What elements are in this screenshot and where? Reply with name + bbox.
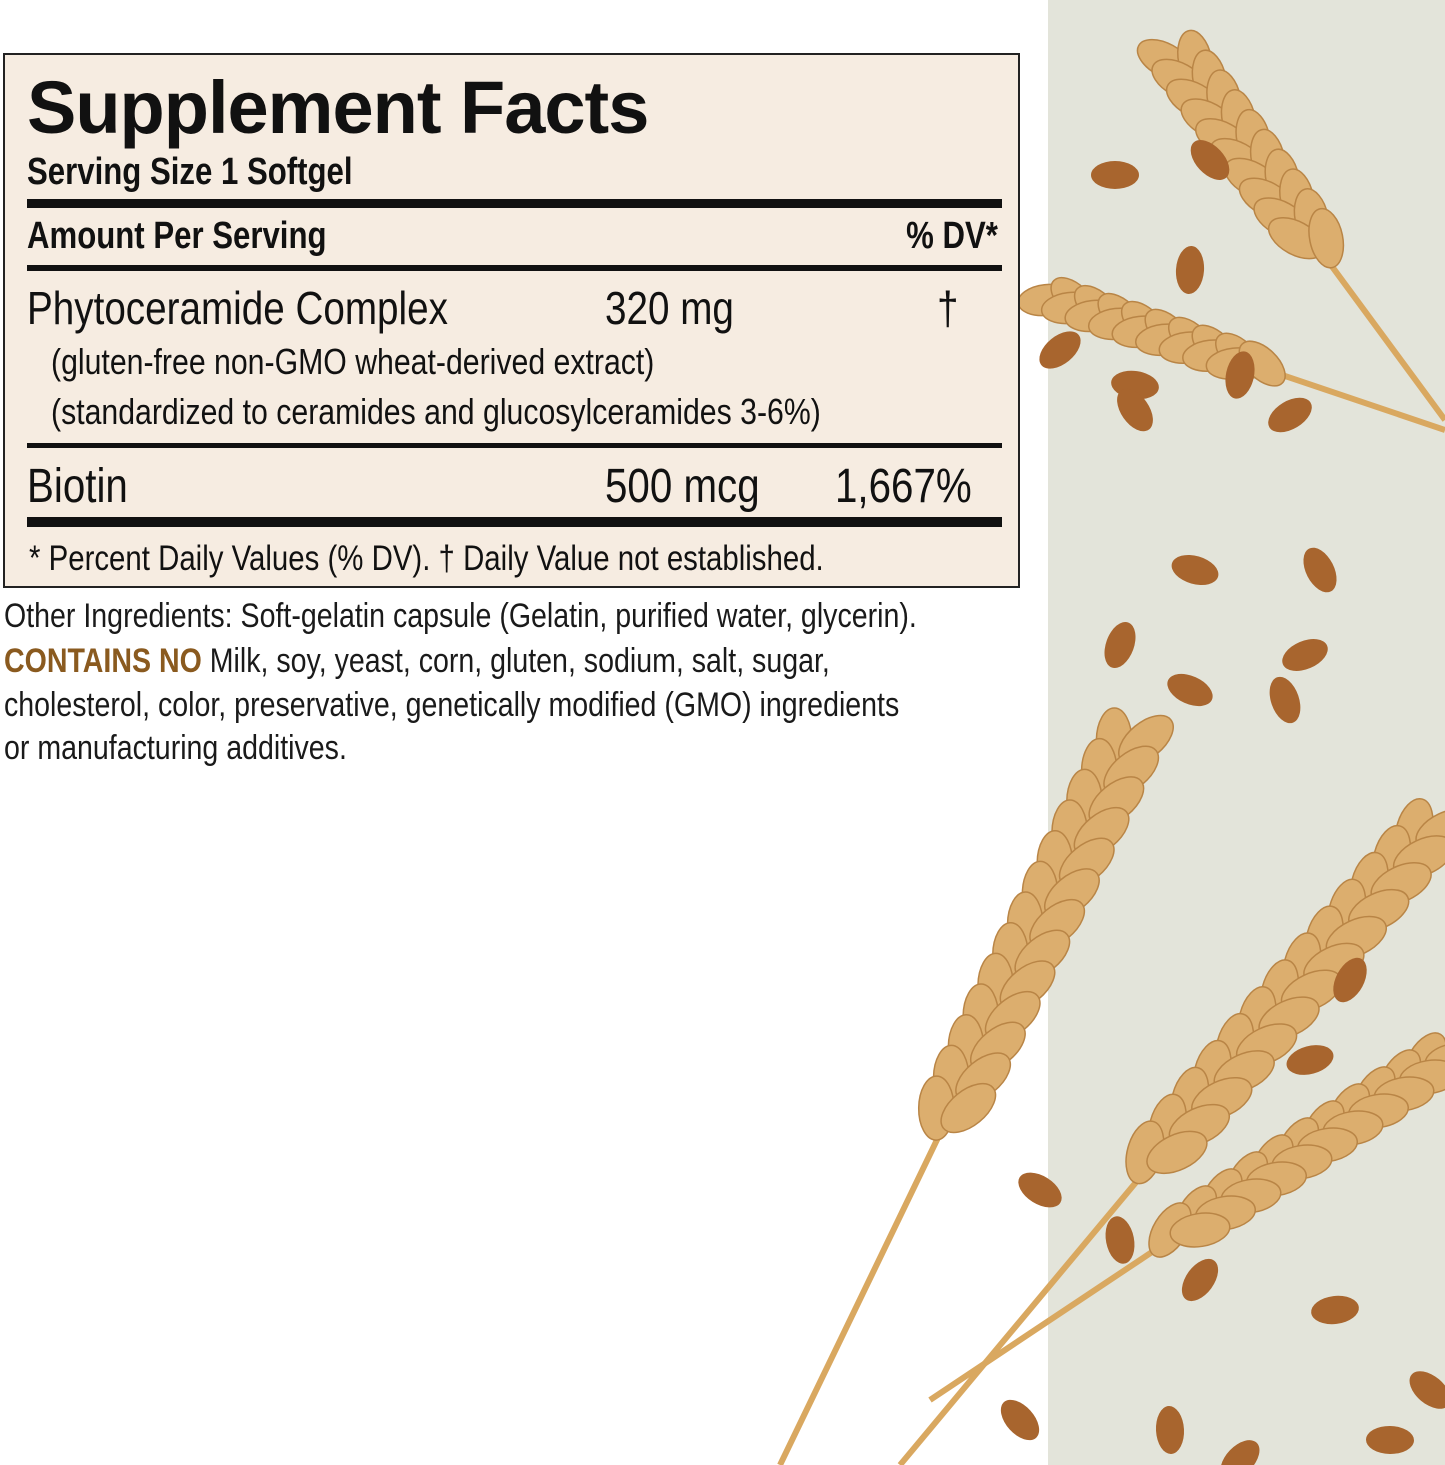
supplement-facts-panel: Supplement Facts Serving Size 1 Softgel … xyxy=(3,53,1020,588)
wheat-grain xyxy=(1190,140,1230,180)
divider xyxy=(27,443,1002,448)
contains-no-label: CONTAINS NO xyxy=(4,642,202,680)
other-ingredients: Other Ingredients: Soft-gelatin capsule … xyxy=(4,597,917,635)
dv-header: % DV* xyxy=(906,215,998,257)
contains-no-line: CONTAINS NO Milk, soy, yeast, corn, glut… xyxy=(4,642,830,681)
wheat-spikelet xyxy=(1146,1130,1208,1175)
serving-size: Serving Size 1 Softgel xyxy=(27,151,353,193)
ingredient-dv: 1,667% xyxy=(835,460,972,513)
wheat-grain xyxy=(1366,1425,1414,1455)
ingredient-name: Phytoceramide Complex xyxy=(27,282,448,334)
divider xyxy=(27,265,1002,271)
wheat-grain xyxy=(1269,676,1301,724)
wheat-grain xyxy=(1409,1371,1445,1409)
ingredient-note: (gluten-free non-GMO wheat-derived extra… xyxy=(51,341,655,382)
wheat-grain xyxy=(1181,1258,1219,1302)
contains-no-text: Milk, soy, yeast, corn, gluten, sodium, … xyxy=(201,642,830,680)
wheat-grain xyxy=(1220,1440,1260,1465)
wheat-grain xyxy=(1286,1045,1334,1075)
wheat-grain xyxy=(1000,1399,1040,1441)
wheat-grain xyxy=(1104,621,1136,669)
label-title: Supplement Facts xyxy=(27,66,649,149)
wheat-grain xyxy=(1175,246,1205,294)
wheat-grain xyxy=(1117,388,1153,432)
wheat-grain xyxy=(1303,547,1337,593)
wheat-grain xyxy=(1167,673,1213,707)
wheat-grain xyxy=(1091,161,1139,189)
divider xyxy=(27,199,1002,208)
contains-no-continued: or manufacturing additives. xyxy=(4,729,347,767)
ingredient-amount: 500 mcg xyxy=(605,460,760,513)
footnote: * Percent Daily Values (% DV). † Daily V… xyxy=(29,539,824,578)
amount-per-serving-header: Amount Per Serving xyxy=(27,215,327,257)
ingredient-amount: 320 mg xyxy=(605,282,734,334)
wheat-grain xyxy=(1171,555,1219,585)
ingredient-name: Biotin xyxy=(27,460,128,513)
wheat-grain xyxy=(1155,1406,1185,1454)
wheat-grain xyxy=(1105,1216,1135,1264)
wheat-spikelet xyxy=(1169,1212,1231,1248)
contains-no-continued: cholesterol, color, preservative, geneti… xyxy=(4,686,900,724)
wheat-grain xyxy=(1268,397,1312,433)
wheat-grain xyxy=(1311,1295,1359,1325)
wheat-grain xyxy=(1282,639,1328,671)
wheat-spikelet xyxy=(940,1082,997,1134)
wheat-grain xyxy=(1039,331,1081,369)
ingredient-note: (standardized to ceramides and glucosylc… xyxy=(51,391,821,432)
divider xyxy=(27,517,1002,527)
wheat-spikelet xyxy=(1308,207,1345,269)
ingredient-dv: † xyxy=(937,282,959,334)
wheat-grain xyxy=(1333,957,1367,1003)
wheat-grain xyxy=(1225,351,1255,399)
wheat-grain xyxy=(1018,1172,1062,1208)
